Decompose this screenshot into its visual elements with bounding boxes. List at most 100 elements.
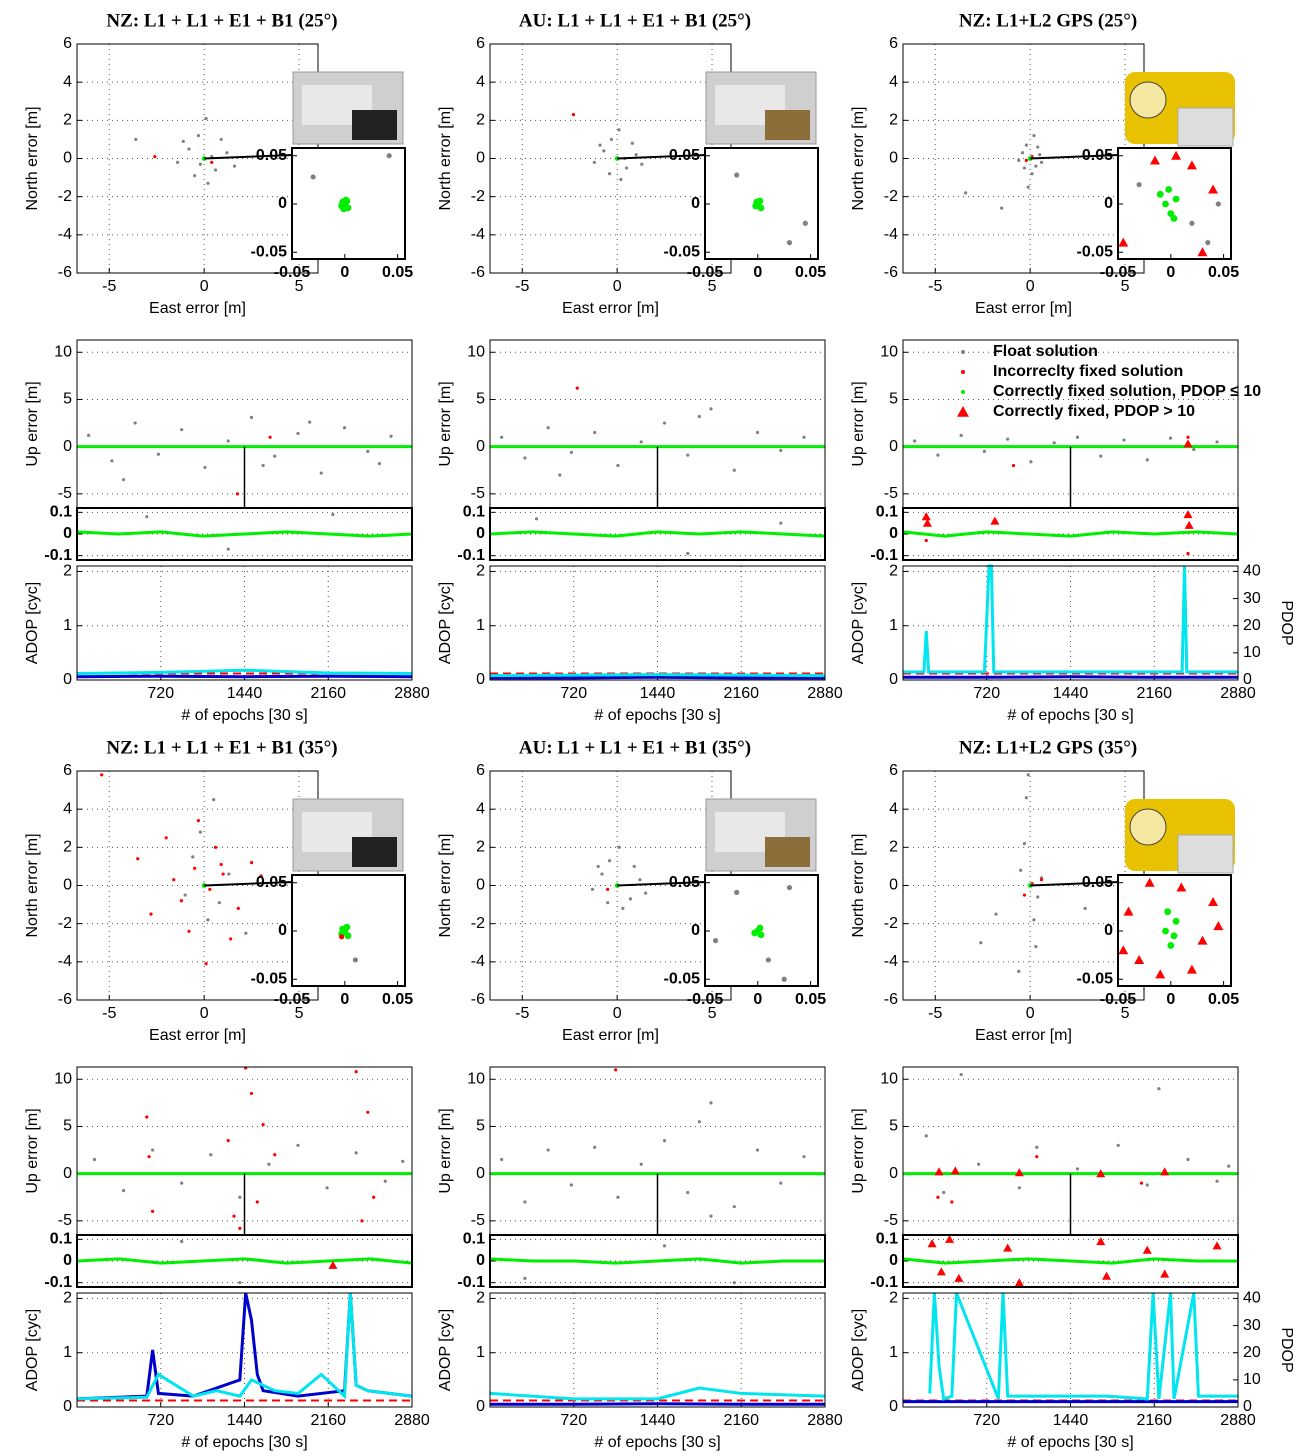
x-tick-label: 2160 [723,685,759,702]
point [593,1145,597,1149]
point [757,931,765,939]
x-tick-label: 0.05 [1208,991,1239,1008]
point [273,1153,277,1157]
point [1026,185,1030,189]
point [308,420,312,424]
point [639,1162,643,1166]
y-tick-label: 0.05 [1082,874,1113,891]
x-tick-label: -0.05 [274,991,311,1008]
x-tick-label: 5 [1121,1005,1130,1022]
x-tick-label: 5 [1121,278,1130,295]
point [208,887,212,891]
point [172,878,176,882]
frame [902,507,1239,561]
y-axis-label: North error [m] [850,833,867,937]
panel: -0.05 0 0.05 -0.05 0 0.05 [1077,147,1240,281]
point [175,160,180,164]
series-line [76,1292,413,1401]
point [145,515,149,519]
point [1149,155,1160,165]
y-tick-label: -2 [884,915,898,932]
point [196,819,201,823]
y-tick-label: -5 [58,1212,72,1229]
point [342,196,350,204]
y-tick-label: -4 [884,953,898,970]
point [1122,438,1126,442]
point [732,468,736,472]
legend-marker [961,350,965,354]
x-tick-label: 0 [1166,991,1175,1008]
series-line [902,530,1239,538]
y-tick-label: -2 [884,188,898,205]
point [1183,510,1193,519]
point [1164,908,1172,916]
point [1035,1145,1039,1149]
point [261,463,265,468]
y2-tick-label: 10 [1243,644,1261,661]
point [617,128,621,132]
point [1145,1183,1149,1187]
x-tick-label: 1440 [1053,685,1089,702]
y-tick-label: 4 [476,800,485,817]
y2-tick-label: 10 [1243,1371,1261,1388]
point [1170,932,1178,940]
point [982,449,987,453]
x-tick-label: 2160 [723,1412,759,1429]
point [697,414,701,419]
series-line [76,530,413,538]
y-tick-label: 0 [889,877,898,894]
point [913,439,917,443]
legend-label: Correctly fixed solution, PDOP ≤ 10 [993,383,1261,400]
y-tick-label: 4 [476,73,485,90]
point [1052,441,1056,445]
point [340,205,348,213]
series-line [489,530,826,538]
point [994,912,998,916]
y-tick-label: 2 [889,563,898,580]
y2-tick-label: 20 [1243,1344,1261,1361]
x-tick-label: 720 [973,685,1000,702]
x-tick-label: 2160 [310,1412,346,1429]
point [786,884,793,891]
x-tick-label: -5 [928,278,942,295]
y-tick-label: 6 [63,35,72,52]
y-axis-label: ADOP [cyc] [24,1309,41,1391]
point [945,1234,955,1243]
x-tick-label: 720 [147,1412,174,1429]
point [640,162,644,166]
point [1075,435,1080,439]
point [342,426,347,430]
point [1186,435,1190,439]
y-tick-label: 2 [476,839,485,856]
point [183,893,187,897]
point [590,887,595,891]
x-tick-label: 0 [753,991,762,1008]
point [153,154,157,159]
y-tick-label: 0 [889,150,898,167]
point [614,1068,618,1072]
point [954,1273,964,1282]
point [151,1209,155,1214]
point [1022,841,1027,846]
y-tick-label: -6 [884,991,898,1008]
panel: -0.05 0 0.05 -0.05 0 0.05 [664,147,827,281]
x-tick-label: -0.05 [687,991,724,1008]
point [1183,439,1193,448]
point [924,1134,928,1138]
y-tick-label: 10 [880,343,898,360]
point [136,857,140,861]
y-tick-label: 0 [63,671,72,688]
plot-area [1118,875,1231,986]
point [662,1244,667,1248]
legend-label: Float solution [993,343,1098,360]
point [621,906,625,911]
connector [204,881,294,887]
y-tick-label: 6 [889,762,898,779]
y-tick-label: 0.1 [50,1231,72,1248]
point [1172,195,1180,203]
point [1026,773,1030,777]
point [232,1214,236,1218]
y-tick-label: 10 [880,1070,898,1087]
point [571,113,576,117]
